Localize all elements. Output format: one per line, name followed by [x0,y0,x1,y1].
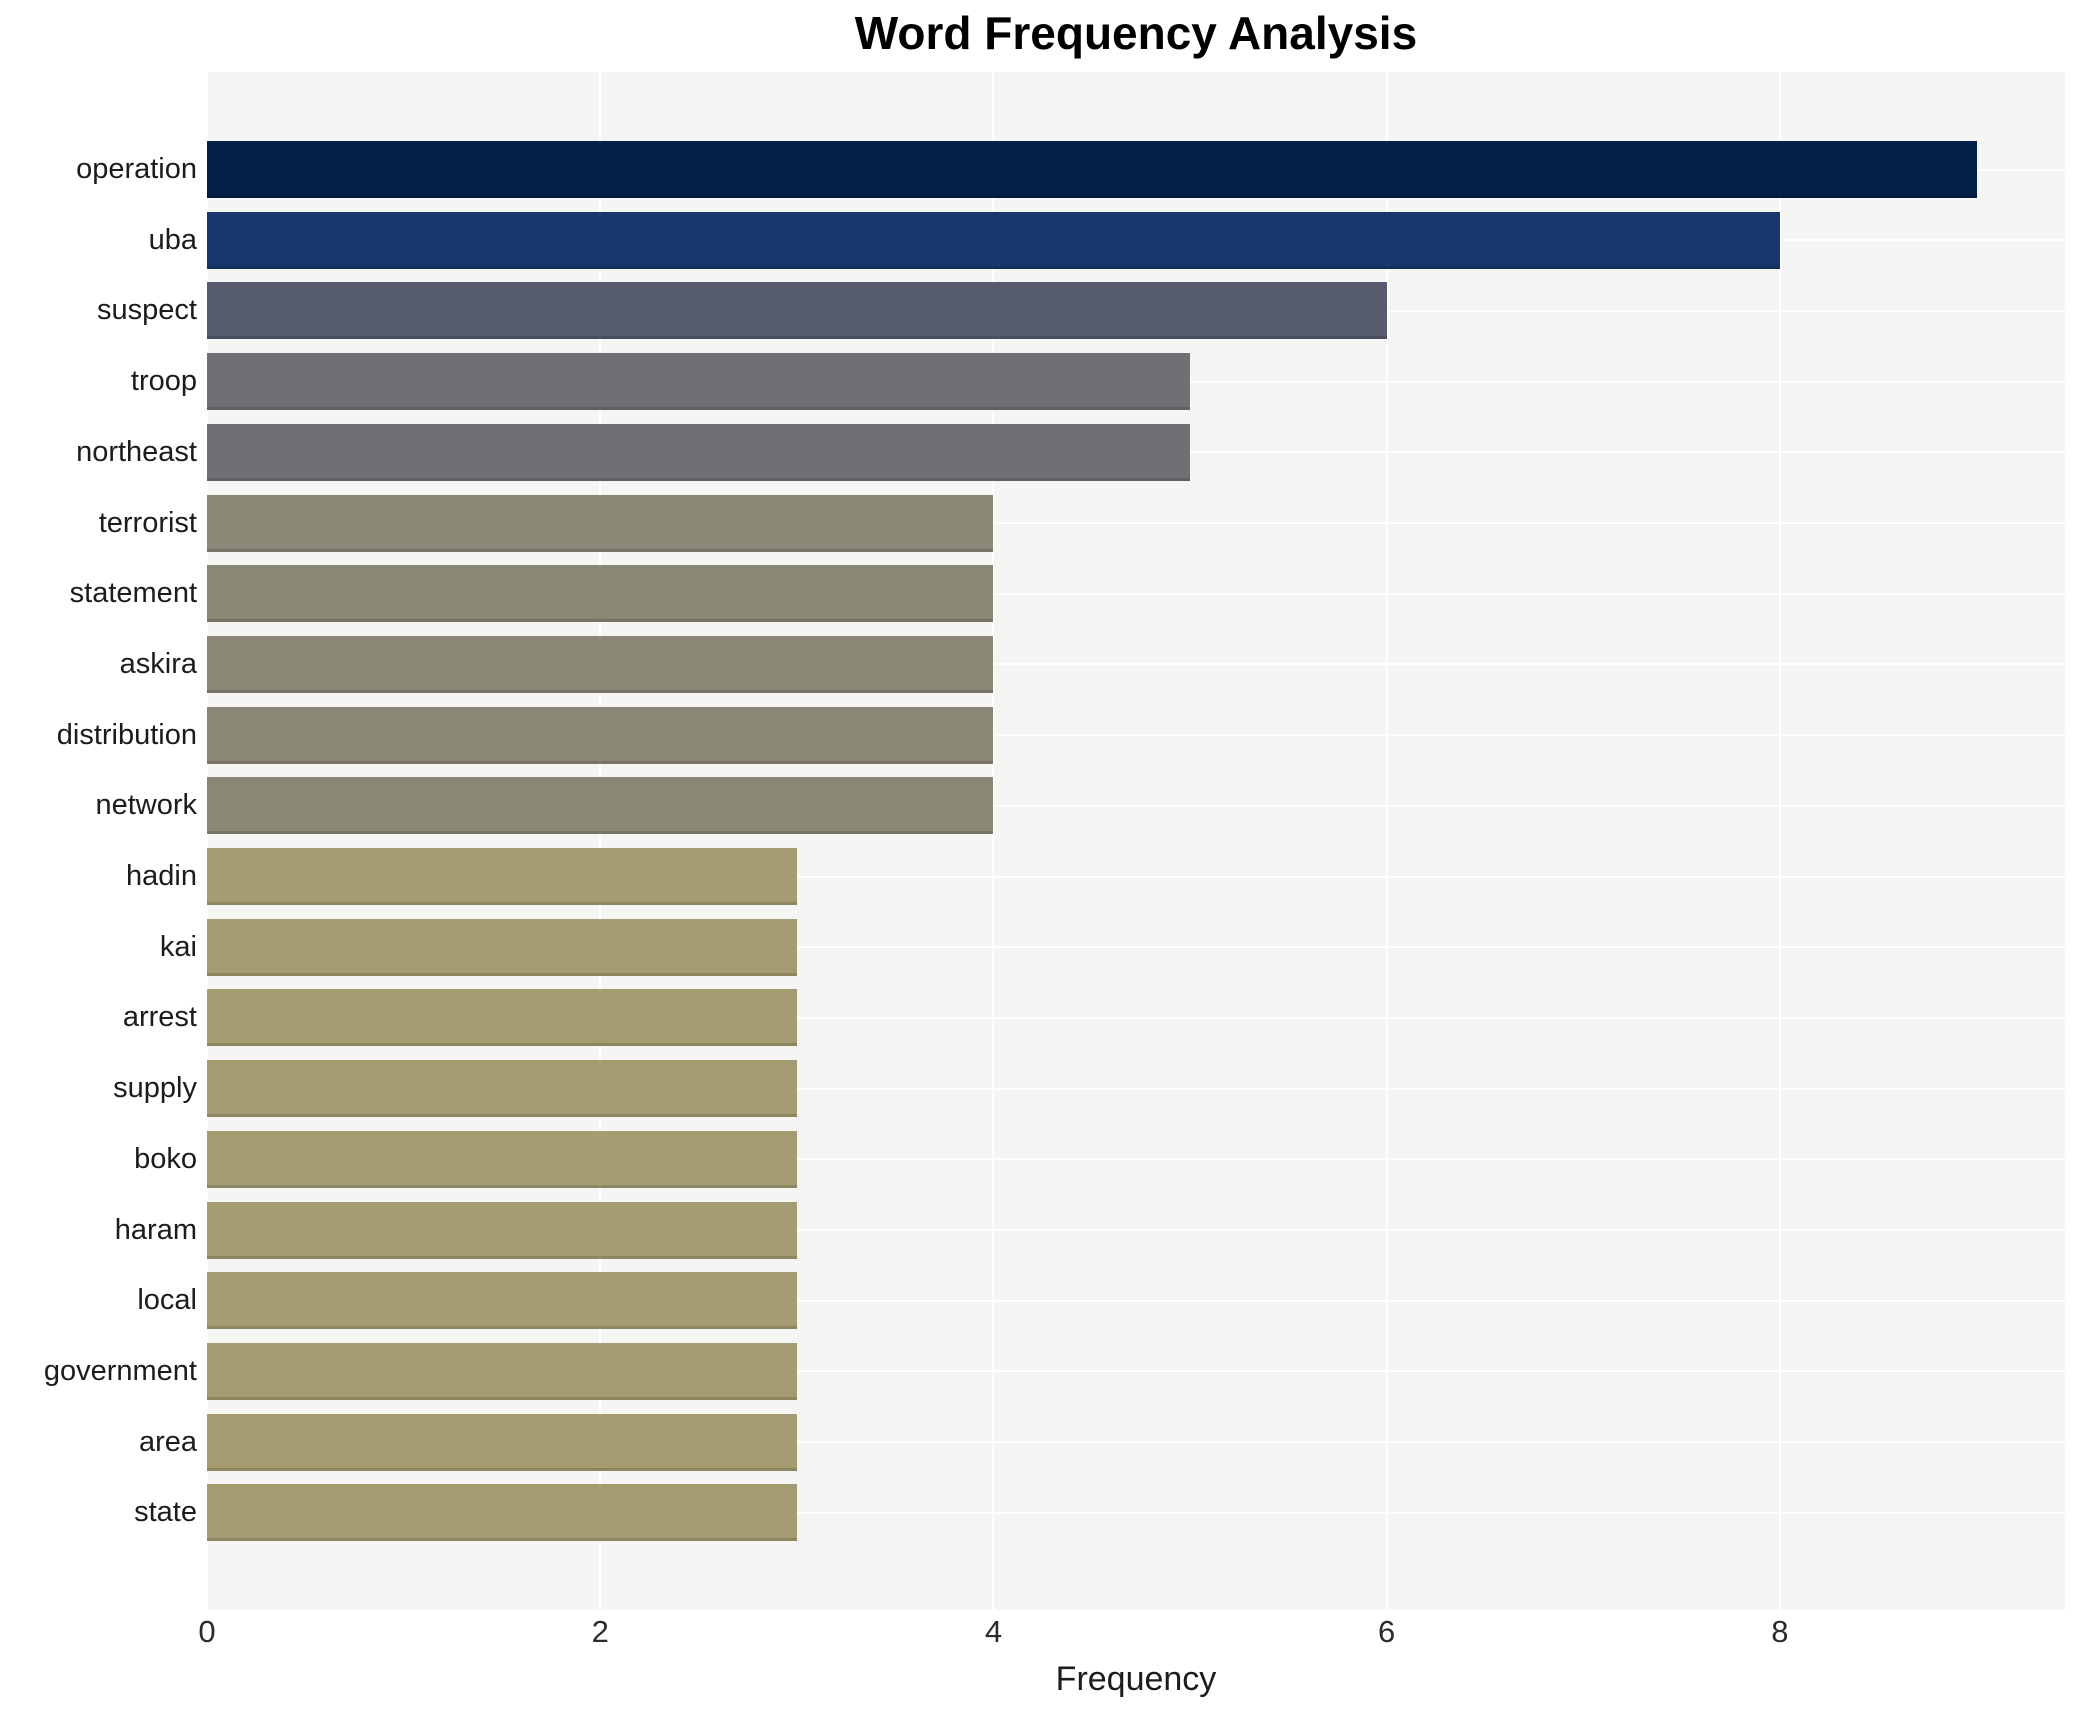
x-tick-label-0: 0 [198,1614,216,1649]
bar-northeast [207,423,1191,481]
y-label-state: state [134,1496,197,1529]
y-label-distribution: distribution [56,718,197,751]
bar-terrorist [207,494,994,552]
x-axis-ticks: 0 2 4 6 8 [0,1614,2085,1654]
plot-area [207,72,2065,1610]
y-label-boko: boko [134,1142,197,1175]
horizontal-gridline-boko [207,1158,2065,1161]
x-tick-label-6: 6 [1378,1614,1396,1649]
y-label-kai: kai [159,930,197,963]
y-label-area: area [138,1425,197,1458]
vertical-gridline-0 [207,72,208,1610]
vertical-gridline-2 [599,72,602,1610]
bar-state [207,1484,797,1542]
horizontal-gridline-distribution [207,734,2065,737]
y-label-terrorist: terrorist [98,506,197,539]
horizontal-gridline-government [207,1370,2065,1373]
chart-title: Word Frequency Analysis [854,7,1418,59]
bar-area [207,1413,797,1471]
horizontal-gridline-terrorist [207,522,2065,524]
vertical-gridline-4 [992,72,995,1610]
y-label-supply: supply [113,1072,197,1105]
horizontal-gridline-askira [207,663,2065,666]
bar-haram [207,1201,797,1259]
bar-hadin [207,848,797,905]
bar-troop [207,353,1191,411]
y-axis-labels: operation uba suspect troop northeast terrori… [0,0,197,1710]
y-label-uba: uba [148,223,197,256]
horizontal-gridline-area [207,1441,2065,1444]
bar-arrest [207,989,797,1047]
bar-supply [207,1060,797,1118]
horizontal-gridline-kai [207,946,2065,949]
horizontal-gridline-network [207,804,2065,807]
bar-askira [207,635,994,693]
horizontal-gridline-supply [207,1087,2065,1090]
y-label-hadin: hadin [126,860,197,892]
y-label-operation: operation [76,153,197,185]
y-label-haram: haram [114,1213,197,1246]
y-label-askira: askira [119,647,197,680]
bar-suspect [207,282,1387,340]
vertical-gridline-6 [1385,72,1388,1610]
y-label-network: network [95,789,197,822]
bar-boko [207,1130,797,1188]
bar-local [207,1272,797,1330]
horizontal-gridline-hadin [207,875,2065,878]
bar-distribution [207,706,994,764]
x-tick-label-2: 2 [591,1614,609,1649]
horizontal-gridline-statement [207,592,2065,595]
y-label-arrest: arrest [122,1001,197,1034]
y-label-suspect: suspect [97,294,197,327]
y-label-troop: troop [130,365,197,398]
y-label-northeast: northeast [76,435,197,468]
x-tick-label-4: 4 [984,1614,1003,1649]
vertical-gridline-8 [1778,72,1781,1610]
y-label-local: local [137,1284,197,1317]
bar-network [207,777,994,835]
horizontal-gridline-arrest [207,1016,2065,1019]
y-label-government: government [43,1354,197,1387]
horizontal-gridline-haram [207,1229,2065,1231]
bar-kai [207,918,797,976]
horizontal-gridline-local [207,1299,2065,1302]
horizontal-gridline-state [207,1511,2065,1514]
bar-statement [207,565,994,623]
x-tick-label-8: 8 [1771,1614,1789,1649]
bar-uba [207,211,1780,269]
y-label-statement: statement [69,577,197,610]
bar-government [207,1342,797,1400]
x-axis-title: Frequency [1055,1660,1217,1698]
bar-operation [207,141,1977,198]
